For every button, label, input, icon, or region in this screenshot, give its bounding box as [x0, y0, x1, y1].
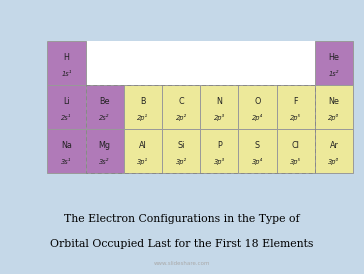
Text: H: H	[63, 53, 70, 62]
Bar	[124, 129, 162, 173]
Text: N: N	[216, 97, 222, 106]
Text: He: He	[329, 53, 339, 62]
Bar	[238, 129, 277, 173]
Text: 3p²: 3p²	[175, 158, 187, 165]
Text: Ne: Ne	[329, 97, 339, 106]
Bar	[47, 41, 353, 173]
Bar	[86, 129, 124, 173]
Text: The Electron Configurations in the Type of: The Electron Configurations in the Type …	[64, 214, 300, 224]
Bar	[315, 41, 353, 85]
Bar	[47, 129, 86, 173]
Text: Be: Be	[99, 97, 110, 106]
Text: 1s²: 1s²	[329, 71, 339, 77]
Text: 2p⁵: 2p⁵	[290, 114, 301, 121]
Text: 2p³: 2p³	[214, 114, 225, 121]
Text: www.slideshare.com: www.slideshare.com	[154, 261, 210, 266]
Text: 2s¹: 2s¹	[61, 115, 72, 121]
Bar	[200, 85, 238, 129]
Bar	[47, 85, 86, 129]
Bar	[315, 85, 353, 129]
Bar	[315, 129, 353, 173]
Bar	[162, 129, 200, 173]
Text: 3p⁶: 3p⁶	[328, 158, 340, 165]
Text: S: S	[255, 141, 260, 150]
Bar	[124, 85, 162, 129]
Text: 2s²: 2s²	[99, 115, 110, 121]
Bar	[162, 85, 200, 129]
Text: O: O	[254, 97, 261, 106]
Text: Al: Al	[139, 141, 147, 150]
Text: B: B	[140, 97, 146, 106]
Text: 3s²: 3s²	[99, 159, 110, 165]
Text: Orbital Occupied Last for the First 18 Elements: Orbital Occupied Last for the First 18 E…	[50, 239, 314, 249]
Text: Mg: Mg	[99, 141, 111, 150]
Text: P: P	[217, 141, 222, 150]
Bar	[200, 129, 238, 173]
Text: 3p³: 3p³	[214, 158, 225, 165]
Text: 2p²: 2p²	[175, 114, 187, 121]
Text: 1s¹: 1s¹	[61, 71, 72, 77]
Bar	[238, 85, 277, 129]
Text: 2p⁴: 2p⁴	[252, 114, 263, 121]
Bar	[47, 41, 86, 85]
Bar	[277, 85, 315, 129]
Text: 2p¹: 2p¹	[137, 114, 149, 121]
Bar	[86, 85, 124, 129]
Text: Cl: Cl	[292, 141, 300, 150]
Text: 3p¹: 3p¹	[137, 158, 149, 165]
Text: 3p⁴: 3p⁴	[252, 158, 263, 165]
Bar	[277, 129, 315, 173]
Text: 3s¹: 3s¹	[61, 159, 72, 165]
Text: Ar: Ar	[329, 141, 339, 150]
Text: Li: Li	[63, 97, 70, 106]
Text: F: F	[293, 97, 298, 106]
Text: Si: Si	[177, 141, 185, 150]
Text: Na: Na	[61, 141, 72, 150]
Text: 3p⁵: 3p⁵	[290, 158, 301, 165]
Text: 2p⁶: 2p⁶	[328, 114, 340, 121]
Text: C: C	[178, 97, 184, 106]
